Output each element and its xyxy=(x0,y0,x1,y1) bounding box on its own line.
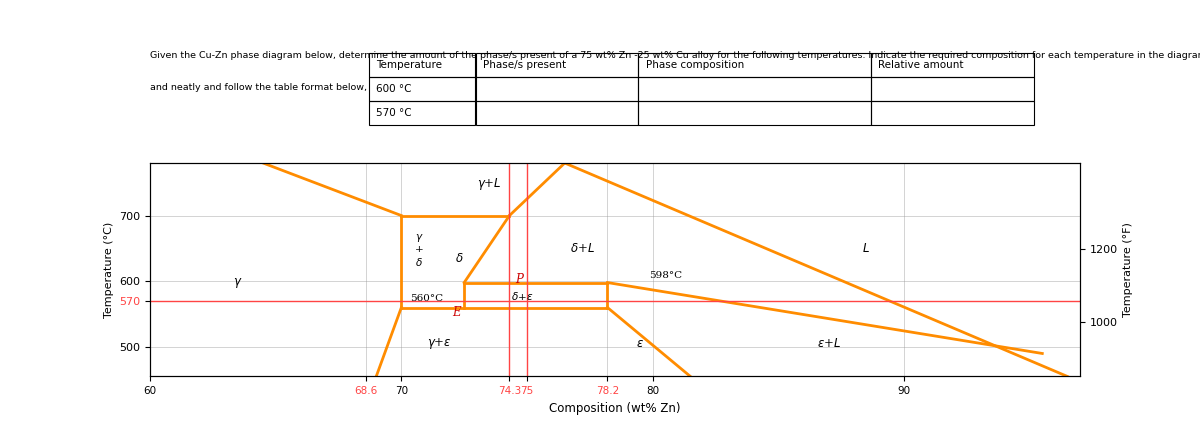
Text: E: E xyxy=(452,305,461,319)
Text: Phase/s present: Phase/s present xyxy=(482,60,566,70)
Bar xyxy=(475,101,638,125)
Text: Given the Cu-Zn phase diagram below, determine the amount of the phase/s present: Given the Cu-Zn phase diagram below, det… xyxy=(150,51,1200,60)
Bar xyxy=(475,77,638,101)
Bar xyxy=(638,53,871,77)
Text: Relative amount: Relative amount xyxy=(878,60,964,70)
Bar xyxy=(475,53,638,77)
Bar xyxy=(871,101,1033,125)
Text: $\gamma$+$L$: $\gamma$+$L$ xyxy=(478,176,502,192)
X-axis label: Composition (wt% Zn): Composition (wt% Zn) xyxy=(550,402,680,415)
Text: $\delta$: $\delta$ xyxy=(455,252,463,265)
Text: Temperature: Temperature xyxy=(376,60,442,70)
Text: $\varepsilon$: $\varepsilon$ xyxy=(636,337,644,350)
Text: $L$: $L$ xyxy=(863,242,870,255)
Text: 600 °C: 600 °C xyxy=(376,84,412,94)
Y-axis label: Temperature (°F): Temperature (°F) xyxy=(1123,222,1134,317)
Bar xyxy=(638,101,871,125)
Text: and neatly and follow the table format below,: and neatly and follow the table format b… xyxy=(150,83,367,92)
Text: 560°C: 560°C xyxy=(410,294,443,303)
Text: $\varepsilon$+$L$: $\varepsilon$+$L$ xyxy=(817,337,841,350)
Text: P: P xyxy=(516,273,523,286)
Text: $\gamma$
+
$\delta$: $\gamma$ + $\delta$ xyxy=(414,231,424,268)
Text: $\gamma$+$\varepsilon$: $\gamma$+$\varepsilon$ xyxy=(427,336,451,351)
Bar xyxy=(871,77,1033,101)
Text: 570 °C: 570 °C xyxy=(376,108,412,118)
Bar xyxy=(368,77,475,101)
Text: Phase composition: Phase composition xyxy=(646,60,744,70)
Text: $\delta$+$\varepsilon$: $\delta$+$\varepsilon$ xyxy=(511,290,533,302)
Text: $\delta$+$L$: $\delta$+$L$ xyxy=(570,242,595,255)
Y-axis label: Temperature (°C): Temperature (°C) xyxy=(103,222,114,318)
Text: 598°C: 598°C xyxy=(649,272,682,280)
Bar xyxy=(871,53,1033,77)
Bar xyxy=(368,101,475,125)
Bar xyxy=(638,77,871,101)
Text: $\gamma$: $\gamma$ xyxy=(233,275,242,290)
Bar xyxy=(368,53,475,77)
